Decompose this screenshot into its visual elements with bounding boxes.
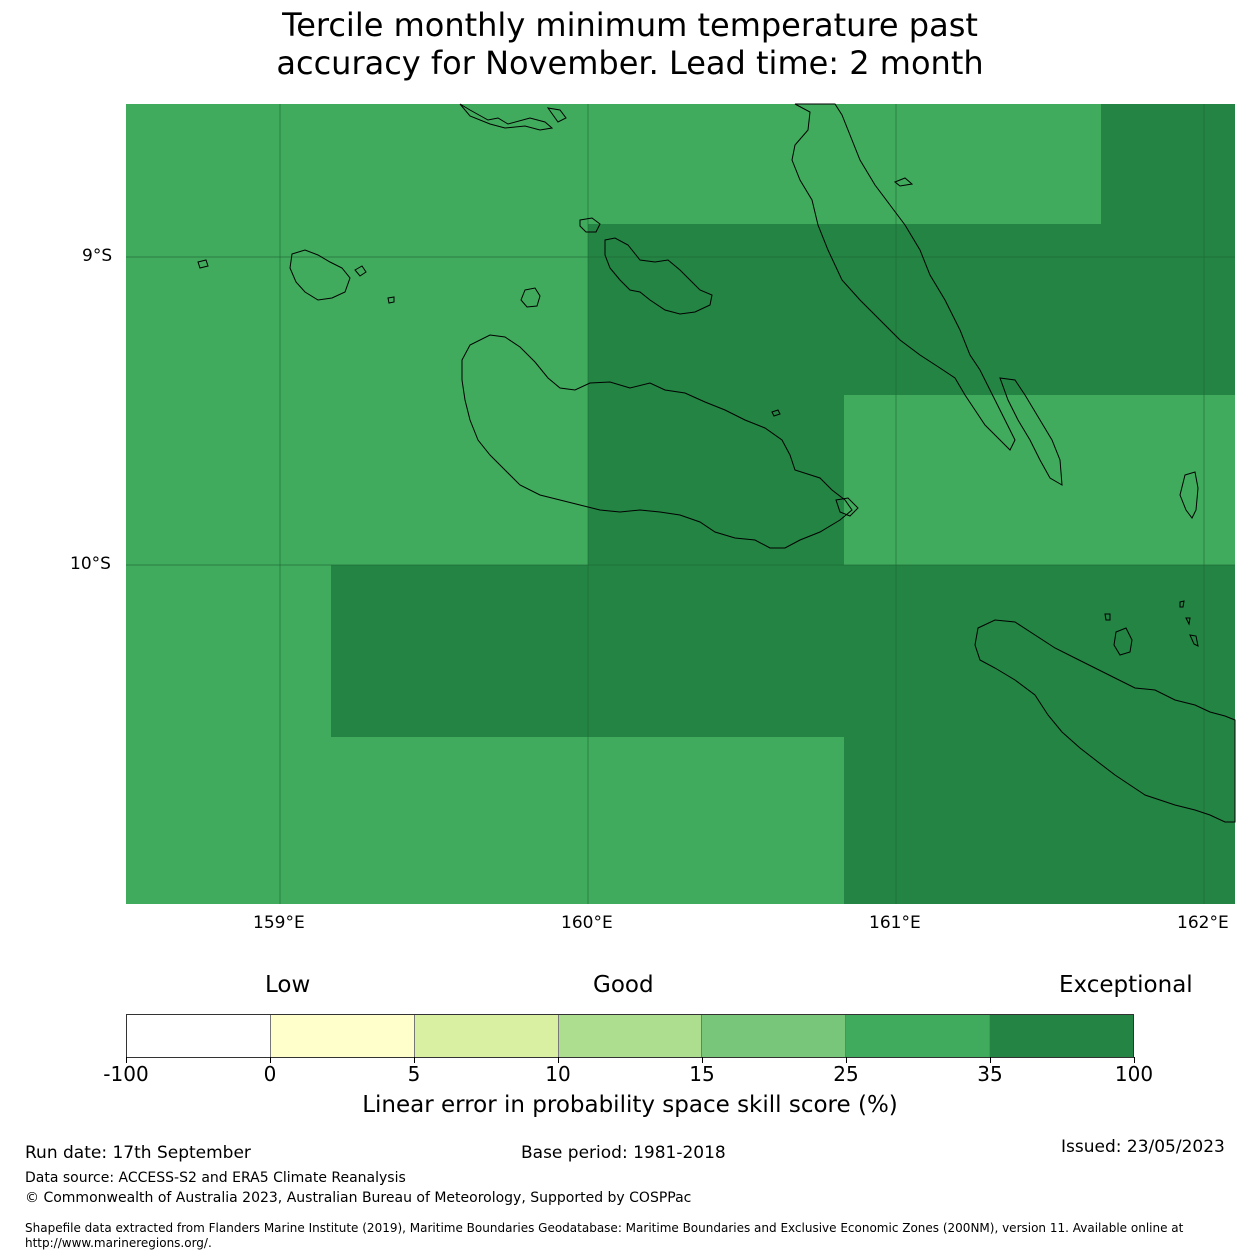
colorbar-tick-label: 15	[689, 1062, 715, 1086]
skill-cell-ne-top	[1101, 104, 1235, 224]
skill-cell-lower-band	[331, 565, 1235, 737]
shapefile-credit-line-1: Shapefile data extracted from Flanders M…	[25, 1221, 1184, 1235]
copyright: © Commonwealth of Australia 2023, Austra…	[25, 1190, 692, 1206]
island-small-8	[1185, 617, 1191, 626]
island-malaita	[791, 103, 1016, 451]
colorbar-tick-mark	[1134, 1057, 1135, 1063]
lon-tick-159e: 159°E	[253, 913, 305, 933]
colorbar-tick-label: 0	[263, 1062, 277, 1086]
colorbar-tick-label: -100	[103, 1062, 149, 1086]
colorbar-tick-mark	[270, 1057, 271, 1063]
island-small-4	[894, 177, 914, 187]
colorbar-segment-1	[127, 1015, 271, 1057]
issued-date: Issued: 23/05/2023	[1061, 1137, 1225, 1157]
island-east	[1179, 471, 1199, 519]
island-savo	[520, 287, 541, 308]
island-ulawa	[1113, 627, 1133, 656]
skill-cell-center	[588, 395, 844, 565]
colorbar-tick-label: 5	[407, 1062, 421, 1086]
island-small-7	[1179, 600, 1185, 608]
colorbar-tick-mark	[846, 1057, 847, 1063]
legend-category-low: Low	[265, 972, 311, 998]
island-small-2	[354, 265, 367, 277]
lat-tick-9s: 9°S	[82, 246, 113, 266]
island-guadalcanal	[461, 334, 853, 549]
legend-category-exceptional: Exceptional	[1059, 972, 1193, 998]
gridlines	[126, 104, 1235, 904]
skill-cell-upper-band	[588, 224, 1235, 395]
title-line-2: accuracy for November. Lead time: 2 mont…	[276, 44, 984, 82]
colorbar-segment-7	[990, 1015, 1134, 1057]
legend-category-good: Good	[593, 972, 654, 998]
colorbar-segment-3	[414, 1015, 559, 1057]
data-source: Data source: ACCESS-S2 and ERA5 Climate …	[25, 1170, 406, 1186]
island-small-9	[1189, 634, 1199, 647]
colorbar-segment-6	[846, 1015, 991, 1057]
colorbar-tick-mark	[558, 1057, 559, 1063]
colorbar-segment-4	[558, 1015, 703, 1057]
island-small-3	[387, 296, 395, 304]
colorbar-tick-mark	[990, 1057, 991, 1063]
colorbar	[126, 1014, 1134, 1058]
colorbar-segment-2	[270, 1015, 415, 1057]
skill-cell-se	[844, 737, 1235, 904]
island-maramasike	[999, 377, 1063, 486]
title-line-1: Tercile monthly minimum temperature past	[282, 6, 978, 44]
map-title: Tercile monthly minimum temperature past…	[0, 6, 1260, 82]
island-small-5	[771, 409, 781, 417]
lon-tick-160e: 160°E	[561, 913, 613, 933]
island-santa-isabel-top	[459, 103, 554, 131]
island-small-6	[1104, 613, 1111, 621]
island-makira	[974, 619, 1236, 823]
colorbar-tick-label: 35	[977, 1062, 1003, 1086]
island-russell	[289, 249, 351, 301]
colorbar-tick-label: 10	[545, 1062, 571, 1086]
island-nggela	[604, 237, 713, 315]
colorbar-segment-5	[702, 1015, 847, 1057]
colorbar-title: Linear error in probability space skill …	[362, 1092, 898, 1118]
island-tulagi	[579, 217, 601, 233]
island-santa-isabel-b	[546, 107, 567, 123]
base-period: Base period: 1981-2018	[521, 1143, 726, 1163]
colorbar-tick-mark	[702, 1057, 703, 1063]
colorbar-tick-mark	[414, 1057, 415, 1063]
lon-tick-161e: 161°E	[869, 913, 921, 933]
island-small-10	[835, 497, 859, 517]
colorbar-tick-label: 100	[1114, 1062, 1154, 1086]
skill-map	[126, 103, 1236, 904]
lat-tick-10s: 10°S	[70, 554, 111, 574]
island-small-1	[197, 259, 209, 269]
run-date: Run date: 17th September	[25, 1143, 251, 1163]
colorbar-tick-label: 25	[833, 1062, 859, 1086]
shapefile-credit-line-2: http://www.marineregions.org/.	[25, 1236, 212, 1250]
colorbar-tick-mark	[126, 1057, 127, 1063]
coastlines	[197, 103, 1236, 823]
lon-tick-162e: 162°E	[1177, 913, 1229, 933]
